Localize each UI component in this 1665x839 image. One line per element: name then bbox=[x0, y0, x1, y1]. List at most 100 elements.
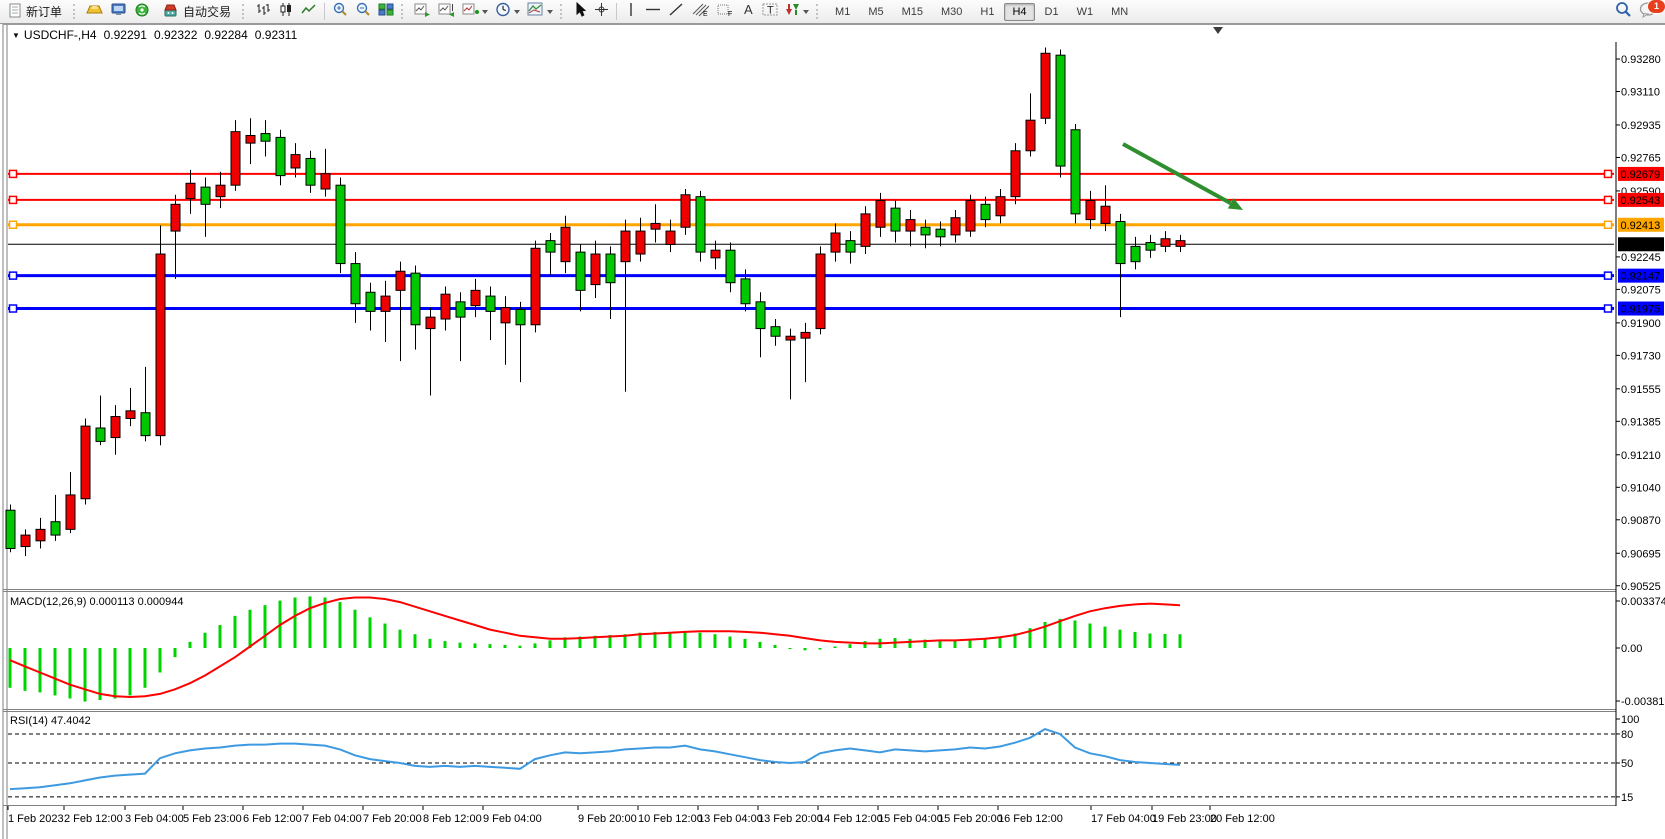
date-label: 15 Feb 20:00 bbox=[938, 813, 1003, 825]
cursor-tool-button[interactable] bbox=[570, 2, 590, 22]
auto-scroll-button[interactable] bbox=[411, 2, 434, 22]
crosshair-tool-button[interactable] bbox=[591, 2, 612, 22]
add-indicator-button[interactable] bbox=[459, 2, 491, 22]
macd-bar bbox=[504, 645, 507, 648]
timeframe-h4-button[interactable]: H4 bbox=[1004, 3, 1034, 21]
candle bbox=[861, 214, 870, 247]
macd-bar bbox=[114, 648, 117, 698]
trendline-tool-button[interactable] bbox=[665, 2, 687, 22]
candlestick-mode-button[interactable] bbox=[275, 2, 297, 22]
timeframe-m30-button[interactable]: M30 bbox=[933, 3, 970, 21]
arrows-tool-button[interactable] bbox=[782, 2, 812, 22]
candle bbox=[876, 200, 885, 227]
terminal-button[interactable] bbox=[107, 2, 130, 22]
macd-bar bbox=[999, 637, 1002, 648]
date-label: 9 Feb 20:00 bbox=[578, 813, 637, 825]
arrows-icon bbox=[785, 2, 800, 22]
candle bbox=[576, 252, 585, 290]
line-chart-mode-button[interactable] bbox=[298, 2, 320, 22]
text-label-tool-button[interactable]: T bbox=[759, 2, 781, 22]
timeframe-m5-button[interactable]: M5 bbox=[860, 3, 891, 21]
candle bbox=[306, 158, 315, 185]
price-low: 0.92284 bbox=[204, 28, 247, 42]
chart-shift-button[interactable] bbox=[435, 2, 458, 22]
macd-bar bbox=[414, 634, 417, 648]
price-tick-label: 0.91210 bbox=[1621, 450, 1661, 462]
macd-bar bbox=[834, 646, 837, 648]
date-label: 9 Feb 04:00 bbox=[483, 813, 542, 825]
macd-bar bbox=[864, 641, 867, 648]
vertical-line-tool-button[interactable] bbox=[621, 2, 641, 22]
auto-scroll-icon bbox=[414, 2, 431, 22]
notifications-button[interactable]: 1 bbox=[1636, 2, 1661, 22]
line-anchor bbox=[1605, 272, 1612, 279]
macd-bar bbox=[759, 642, 762, 648]
signals-icon bbox=[134, 2, 151, 22]
new-order-button[interactable]: 新订单 bbox=[2, 2, 69, 22]
zoom-in-icon bbox=[332, 2, 348, 22]
candle bbox=[1011, 151, 1020, 197]
timeframe-mn-button[interactable]: MN bbox=[1103, 3, 1136, 21]
macd-bar bbox=[369, 617, 372, 648]
grid-tool-button[interactable]: F bbox=[713, 2, 737, 22]
candle bbox=[291, 155, 300, 168]
macd-bar bbox=[1119, 630, 1122, 648]
macd-bar bbox=[69, 648, 72, 698]
macd-bar bbox=[1164, 634, 1167, 648]
price-tick-label: 0.92075 bbox=[1621, 284, 1661, 296]
search-button[interactable] bbox=[1611, 2, 1635, 22]
timeframe-m1-button[interactable]: M1 bbox=[827, 3, 858, 21]
periods-button[interactable] bbox=[492, 2, 523, 22]
timeframe-h1-button[interactable]: H1 bbox=[972, 3, 1002, 21]
zoom-in-button[interactable] bbox=[329, 2, 351, 22]
macd-bar bbox=[1104, 627, 1107, 648]
candle bbox=[1101, 206, 1110, 223]
candle bbox=[1071, 130, 1080, 214]
date-label: 17 Feb 04:00 bbox=[1091, 813, 1156, 825]
zoom-out-button[interactable] bbox=[352, 2, 374, 22]
candle bbox=[1146, 243, 1155, 251]
date-label: 7 Feb 20:00 bbox=[363, 813, 422, 825]
candle bbox=[891, 208, 900, 231]
chart-shift-marker[interactable] bbox=[1213, 27, 1223, 34]
date-label: 13 Feb 20:00 bbox=[758, 813, 823, 825]
add-indicator-icon bbox=[462, 2, 479, 22]
price-close: 0.92311 bbox=[255, 28, 298, 42]
symbol-dropdown-icon[interactable]: ▼ bbox=[12, 31, 20, 40]
tile-windows-button[interactable] bbox=[375, 2, 397, 22]
line-chart-icon bbox=[301, 2, 317, 22]
horizontal-line-icon bbox=[645, 2, 661, 22]
macd-bar bbox=[9, 648, 12, 688]
timeframe-w1-button[interactable]: W1 bbox=[1069, 3, 1102, 21]
chart-shift-icon bbox=[438, 2, 455, 22]
main-chart[interactable]: 0.932800.931100.929350.927650.925900.922… bbox=[0, 24, 1665, 839]
fibonacci-tool-button[interactable]: E bbox=[688, 2, 712, 22]
line-anchor bbox=[1605, 221, 1612, 228]
timeframe-m15-button[interactable]: M15 bbox=[894, 3, 931, 21]
templates-button[interactable] bbox=[524, 2, 556, 22]
candle bbox=[66, 495, 75, 529]
market-watch-button[interactable] bbox=[83, 2, 106, 22]
candle bbox=[681, 195, 690, 228]
horizontal-lines[interactable] bbox=[8, 170, 1614, 312]
macd-bar bbox=[474, 643, 477, 648]
candle bbox=[1056, 55, 1065, 166]
candle bbox=[501, 308, 510, 323]
macd-bar bbox=[1074, 620, 1077, 648]
horizontal-line-tool-button[interactable] bbox=[642, 2, 664, 22]
candle bbox=[636, 231, 645, 254]
date-label: 1 Feb 2023 bbox=[8, 813, 64, 825]
macd-bar bbox=[234, 616, 237, 648]
auto-trading-button[interactable]: 自动交易 bbox=[155, 2, 238, 22]
signals-button[interactable] bbox=[131, 2, 154, 22]
candle bbox=[531, 248, 540, 324]
timeframe-d1-button[interactable]: D1 bbox=[1037, 3, 1067, 21]
candle bbox=[186, 183, 195, 198]
text-tool-button[interactable]: A bbox=[738, 2, 758, 22]
macd-bar bbox=[39, 648, 42, 692]
price-axis[interactable]: 0.932800.931100.929350.927650.925900.922… bbox=[1616, 54, 1664, 593]
bar-chart-mode-button[interactable] bbox=[252, 2, 274, 22]
